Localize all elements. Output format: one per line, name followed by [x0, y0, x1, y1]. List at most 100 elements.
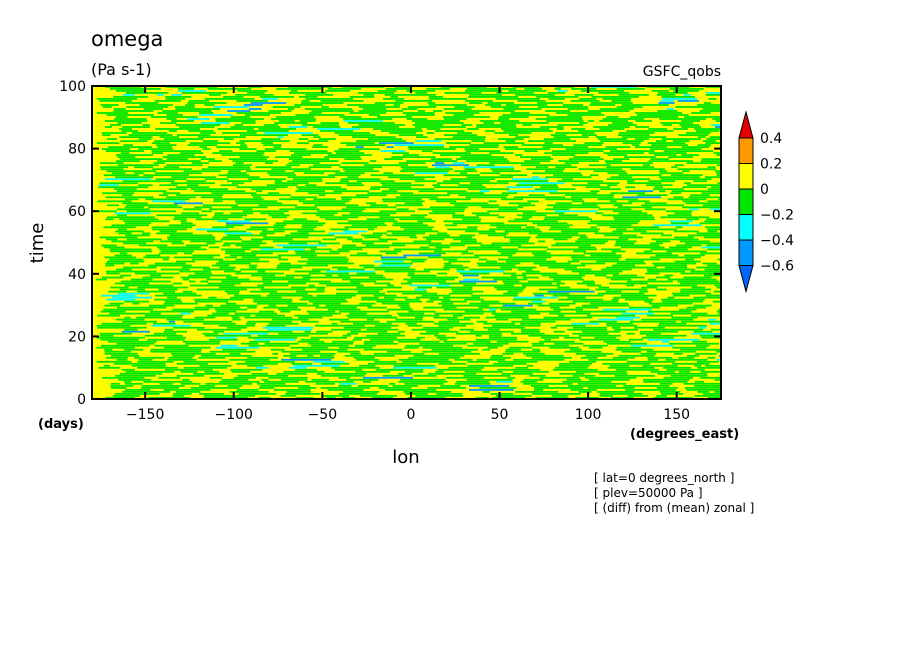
field-cell — [387, 350, 412, 353]
field-cell — [552, 294, 604, 297]
field-cell — [565, 148, 617, 151]
field-cell — [508, 90, 547, 92]
field-cell — [502, 280, 520, 283]
field-cell — [201, 168, 251, 171]
field-cell — [337, 268, 365, 271]
field-cell — [655, 140, 667, 143]
field-cell — [295, 114, 345, 116]
field-cell — [581, 90, 624, 92]
field-cell — [309, 112, 322, 114]
field-cell — [651, 238, 699, 241]
field-cell — [443, 340, 491, 343]
field-cell — [405, 322, 417, 325]
field-cell — [676, 226, 683, 229]
field-cell — [214, 214, 247, 217]
field-cell — [285, 234, 335, 237]
field-cell — [443, 108, 472, 110]
field-cell — [347, 104, 386, 106]
field-cell — [443, 220, 481, 223]
field-cell — [530, 385, 549, 387]
field-cell — [571, 128, 586, 130]
field-cell — [158, 288, 178, 291]
field-cell — [497, 360, 538, 363]
field-cell — [374, 352, 425, 355]
field-cell — [364, 164, 408, 167]
field-cell — [426, 300, 434, 303]
field-cell — [702, 262, 717, 265]
field-cell — [276, 372, 307, 375]
field-cell — [351, 224, 387, 227]
field-cell — [668, 342, 720, 345]
field-cell — [255, 314, 285, 317]
field-cell — [117, 208, 150, 211]
field-cell — [454, 358, 473, 361]
colorbar-segment — [738, 214, 754, 241]
field-cell — [647, 270, 685, 273]
field-cell — [660, 100, 674, 102]
field-cell — [654, 154, 677, 157]
field-cell — [199, 364, 232, 367]
field-cell — [433, 316, 458, 319]
field-cell — [271, 318, 309, 321]
field-cell — [102, 376, 145, 379]
field-cell — [225, 224, 244, 227]
field-cell — [667, 214, 692, 217]
field-cell — [205, 382, 253, 385]
field-cell — [515, 366, 529, 369]
field-cell — [114, 282, 150, 285]
field-cell — [547, 92, 566, 94]
field-cell — [694, 395, 721, 397]
field-cell — [208, 338, 238, 341]
field-cell — [655, 276, 671, 279]
field-cell — [676, 244, 702, 247]
field-cell — [597, 391, 635, 393]
field-cell — [389, 132, 417, 134]
field-cell — [202, 140, 219, 143]
field-cell — [190, 387, 240, 389]
field-cell — [172, 282, 183, 285]
field-cell — [269, 174, 297, 177]
field-cell — [239, 156, 269, 159]
field-cell — [430, 158, 452, 161]
field-cell — [522, 276, 539, 279]
field-cell — [585, 354, 607, 357]
field-cell — [612, 210, 643, 213]
field-cell — [205, 304, 213, 307]
field-cell — [520, 322, 541, 325]
field-cell — [106, 356, 128, 359]
field-cell — [304, 172, 325, 175]
field-cell — [616, 346, 641, 349]
field-cell — [268, 376, 308, 379]
field-cell — [611, 100, 631, 102]
field-cell — [221, 248, 251, 251]
field-cell — [548, 228, 600, 231]
field-cell — [352, 240, 388, 243]
field-cell — [299, 96, 318, 98]
field-cell — [228, 158, 267, 161]
chart-title: omega — [91, 27, 163, 51]
field-cell — [476, 126, 517, 128]
field-cell — [344, 170, 380, 173]
field-cell — [132, 302, 140, 305]
field-cell — [650, 248, 688, 251]
field-cell — [679, 308, 697, 311]
field-cell — [267, 328, 313, 331]
field-cell — [716, 310, 721, 313]
field-cell — [104, 120, 148, 122]
field-cell — [189, 142, 231, 145]
field-cell — [199, 114, 233, 116]
field-cell — [159, 184, 178, 187]
field-cell — [485, 316, 529, 319]
field-cell — [317, 210, 363, 213]
field-cell — [126, 204, 179, 207]
field-cell — [208, 160, 222, 163]
field-cell — [374, 324, 399, 327]
field-cell — [99, 100, 132, 102]
field-cell — [628, 306, 661, 309]
field-cell — [693, 330, 713, 333]
field-cell — [479, 120, 520, 122]
field-cell — [384, 296, 408, 299]
field-cell — [215, 308, 248, 311]
field-cell — [687, 354, 700, 357]
field-cell — [661, 340, 670, 343]
